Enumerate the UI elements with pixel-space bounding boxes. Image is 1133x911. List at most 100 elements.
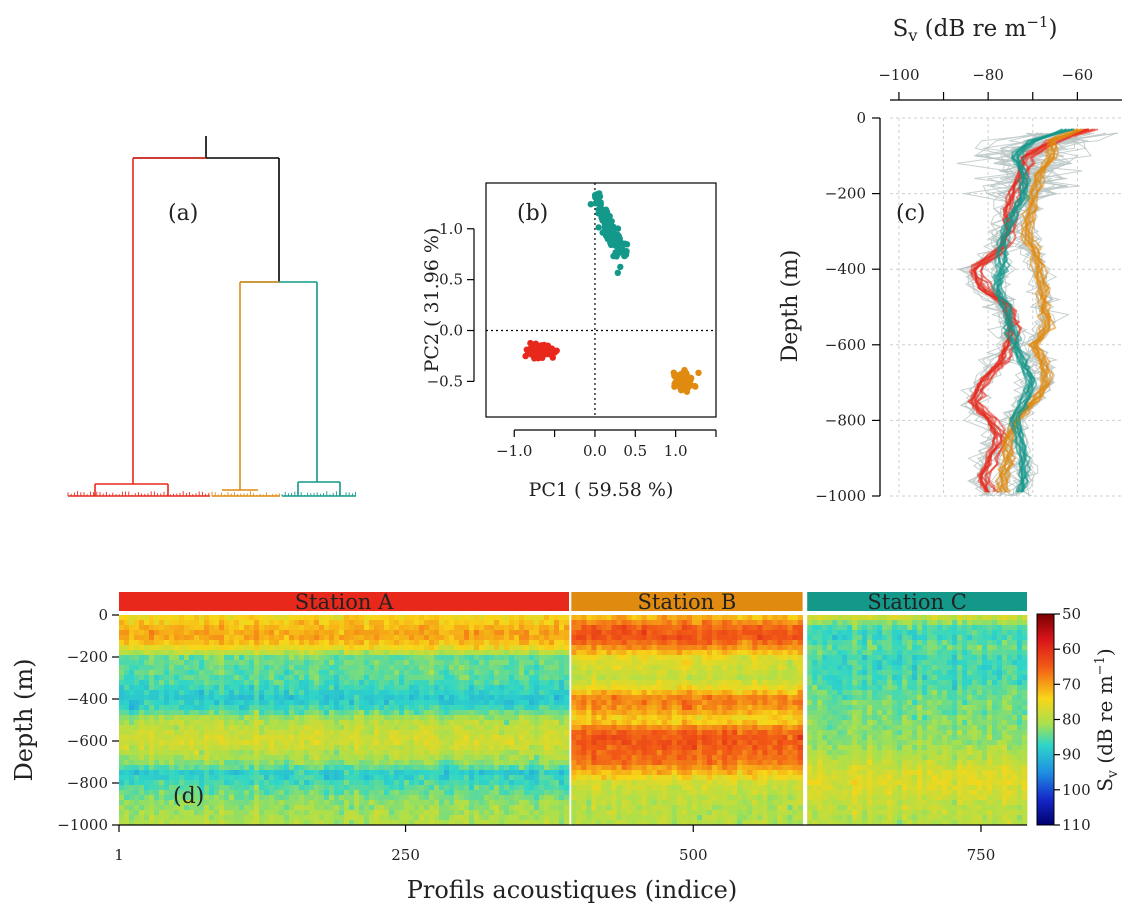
echogram-cell [144, 740, 150, 746]
echogram-cell [194, 810, 200, 816]
echogram-cell [214, 735, 220, 741]
echogram-cell [229, 720, 235, 726]
echogram-cell [254, 705, 260, 711]
echogram-cell [529, 680, 535, 686]
echogram-cell [369, 675, 375, 681]
echogram-cell [641, 710, 648, 716]
echogram-cell [544, 805, 550, 811]
echogram-cell [591, 655, 597, 661]
echogram-cell [354, 690, 360, 696]
echogram-cell [369, 735, 375, 741]
echogram-cell [626, 705, 632, 711]
echogram-cell [364, 680, 370, 686]
pca-x-tick-label: 0.0 [583, 442, 607, 460]
echogram-cell [389, 655, 395, 661]
echogram-cell [454, 810, 460, 816]
echogram-cell [631, 760, 637, 766]
echogram-cell [269, 650, 275, 656]
echogram-cell [641, 705, 648, 711]
echogram-cell [419, 770, 425, 776]
echogram-cell [199, 770, 205, 776]
echogram-cell [514, 755, 520, 761]
echogram-cell [234, 820, 240, 826]
echogram-cell [641, 690, 648, 696]
echogram-cell [119, 700, 125, 706]
echogram-cell [621, 655, 627, 661]
echogram-cell [576, 730, 582, 736]
echogram-cell [454, 745, 460, 751]
echogram-cell [354, 725, 360, 731]
echogram-cell [264, 635, 270, 641]
echogram-cell [184, 690, 190, 696]
echogram-cell [434, 625, 440, 631]
echogram-cell [394, 725, 400, 731]
echogram-cell [564, 660, 570, 666]
echogram-cell [621, 650, 627, 656]
echogram-cell [464, 730, 470, 736]
echogram-cell [179, 735, 185, 741]
echogram-cell [284, 800, 290, 806]
echogram-cell [274, 760, 280, 766]
echogram-cell [119, 690, 125, 696]
echogram-cell [194, 740, 200, 746]
echogram-cell [384, 630, 390, 636]
echogram-cell [581, 795, 587, 801]
echogram-cell [474, 730, 480, 736]
echogram-cell [254, 655, 260, 661]
echogram-cell [519, 680, 525, 686]
echogram-cell [139, 770, 145, 776]
echogram-cell [571, 820, 577, 826]
echogram-cell [534, 815, 540, 821]
echogram-cell [549, 710, 555, 716]
echogram-cell [554, 780, 560, 786]
echogram-cell [349, 640, 355, 646]
echogram-cell [329, 820, 335, 826]
echogram-cell [319, 775, 325, 781]
echogram-cell [199, 790, 205, 796]
echogram-cell [279, 735, 285, 741]
echogram-cell [129, 765, 135, 771]
echogram-cell [489, 655, 495, 661]
echogram-cell [464, 660, 470, 666]
echogram-cell [524, 730, 530, 736]
echogram-cell [524, 695, 530, 701]
echogram-cell [631, 630, 637, 636]
echogram-cell [369, 730, 375, 736]
echogram-cell [606, 740, 612, 746]
echogram-cell [434, 775, 440, 781]
echogram-cell [234, 760, 240, 766]
echogram-cell [274, 790, 280, 796]
echogram-cell [374, 810, 380, 816]
echogram-cell [489, 750, 495, 756]
echogram-cell [279, 780, 285, 786]
echogram-cell [159, 665, 165, 671]
echogram-cell [259, 820, 265, 826]
echogram-cell [549, 785, 555, 791]
echogram-cell [586, 765, 592, 771]
echogram-cell [449, 770, 455, 776]
echogram-cell [119, 720, 125, 726]
echogram-cell [304, 695, 310, 701]
echogram-cell [424, 675, 430, 681]
echogram-cell [249, 655, 255, 661]
echogram-cell [459, 660, 465, 666]
echogram-cell [571, 770, 577, 776]
echogram-cell [349, 780, 355, 786]
echogram-cell [214, 740, 220, 746]
echogram-cell [409, 615, 415, 621]
echogram-cell [444, 745, 450, 751]
echogram-cell [364, 790, 370, 796]
echogram-cell [434, 790, 440, 796]
echogram-cell [374, 785, 380, 791]
echogram-cell [199, 765, 205, 771]
echogram-cell [204, 700, 210, 706]
echogram-cell [344, 775, 350, 781]
echogram-cell [279, 625, 285, 631]
echogram-cell [184, 655, 190, 661]
echogram-cell [549, 700, 555, 706]
echogram-cell [169, 650, 175, 656]
echogram-cell [459, 790, 465, 796]
echogram-cell [636, 780, 642, 786]
echogram-cell [339, 790, 345, 796]
echogram-cell [404, 665, 410, 671]
